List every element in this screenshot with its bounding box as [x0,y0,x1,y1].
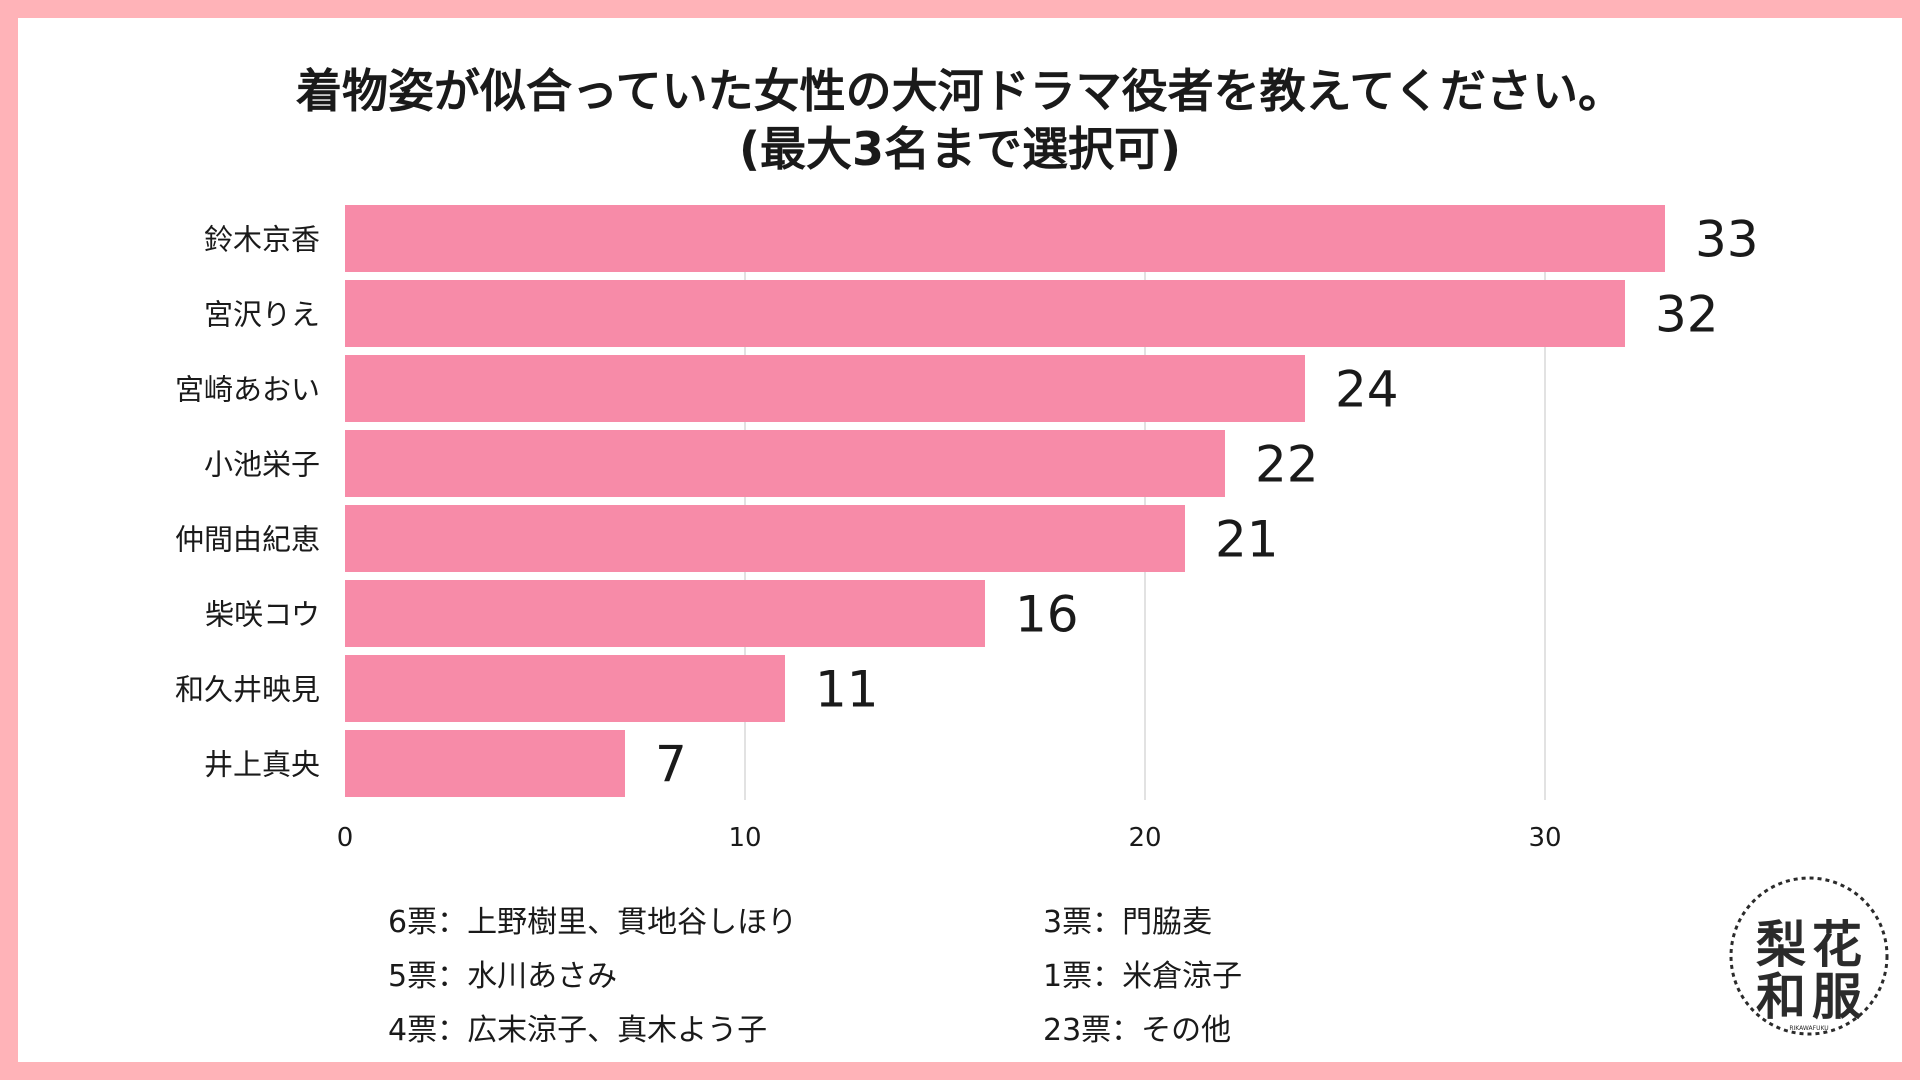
value-label: 32 [1655,286,1719,344]
category-label: 鈴木京香 [204,223,320,257]
bar [345,730,625,797]
logo-char: 和 [1756,968,1806,1026]
bar [345,430,1225,497]
bar [345,355,1305,422]
title-line-1: 着物姿が似合っていた女性の大河ドラマ役者を教えてください。 [295,64,1625,118]
value-label: 22 [1255,436,1319,494]
bars [345,205,1665,797]
x-tick-label: 10 [728,823,761,853]
category-label: 和久井映見 [175,673,320,707]
value-label: 21 [1215,511,1279,569]
category-label: 宮崎あおい [175,373,320,407]
bar [345,205,1665,272]
x-tick-label: 30 [1528,823,1561,853]
note-item: 23票：その他 [1043,1013,1232,1048]
x-axis-ticks: 0 10 20 30 [337,823,1562,853]
category-label: 仲間由紀恵 [175,523,320,557]
chart-frame: 着物姿が似合っていた女性の大河ドラマ役者を教えてください。 (最大3名まで選択可… [18,18,1902,1062]
value-label: 24 [1335,361,1399,419]
category-label: 小池栄子 [204,448,320,482]
category-label: 宮沢りえ [204,298,320,332]
note-item: 3票：門脇麦 [1043,905,1213,940]
x-tick-label: 20 [1128,823,1161,853]
logo-char: 服 [1812,968,1862,1026]
bar [345,655,785,722]
notes-left: 6票：上野樹里、貫地谷しほり 5票：水川あさみ 4票：広末涼子、真木よう子 [388,896,797,1058]
value-label: 11 [815,661,879,719]
x-tick-label: 0 [337,823,354,853]
title-line-2: (最大3名まで選択可) [738,122,1182,176]
category-label: 井上真央 [204,748,320,782]
value-label: 16 [1015,586,1079,644]
note-item: 4票：広末涼子、真木よう子 [388,1013,768,1048]
notes-right: 3票：門脇麦 1票：米倉涼子 23票：その他 [1043,896,1242,1058]
bar [345,580,985,647]
value-label: 7 [655,736,687,794]
bar [345,505,1185,572]
note-item: 5票：水川あさみ [388,959,618,994]
logo-char: 花 [1812,916,1862,974]
rikawafuku-logo: 梨 花 和 服 RIKAWAFUKU [1729,876,1889,1036]
chart-title: 着物姿が似合っていた女性の大河ドラマ役者を教えてください。 (最大3名まで選択可… [18,62,1902,178]
logo-subtext: RIKAWAFUKU [1789,1025,1828,1032]
value-label: 33 [1695,211,1759,269]
note-item: 1票：米倉涼子 [1043,959,1243,994]
value-labels: 33 32 24 22 21 16 11 7 [655,211,1759,794]
logo-char: 梨 [1756,916,1806,974]
category-label: 柴咲コウ [205,598,320,632]
bar [345,280,1625,347]
note-item: 6票：上野樹里、貫地谷しほり [388,905,798,940]
